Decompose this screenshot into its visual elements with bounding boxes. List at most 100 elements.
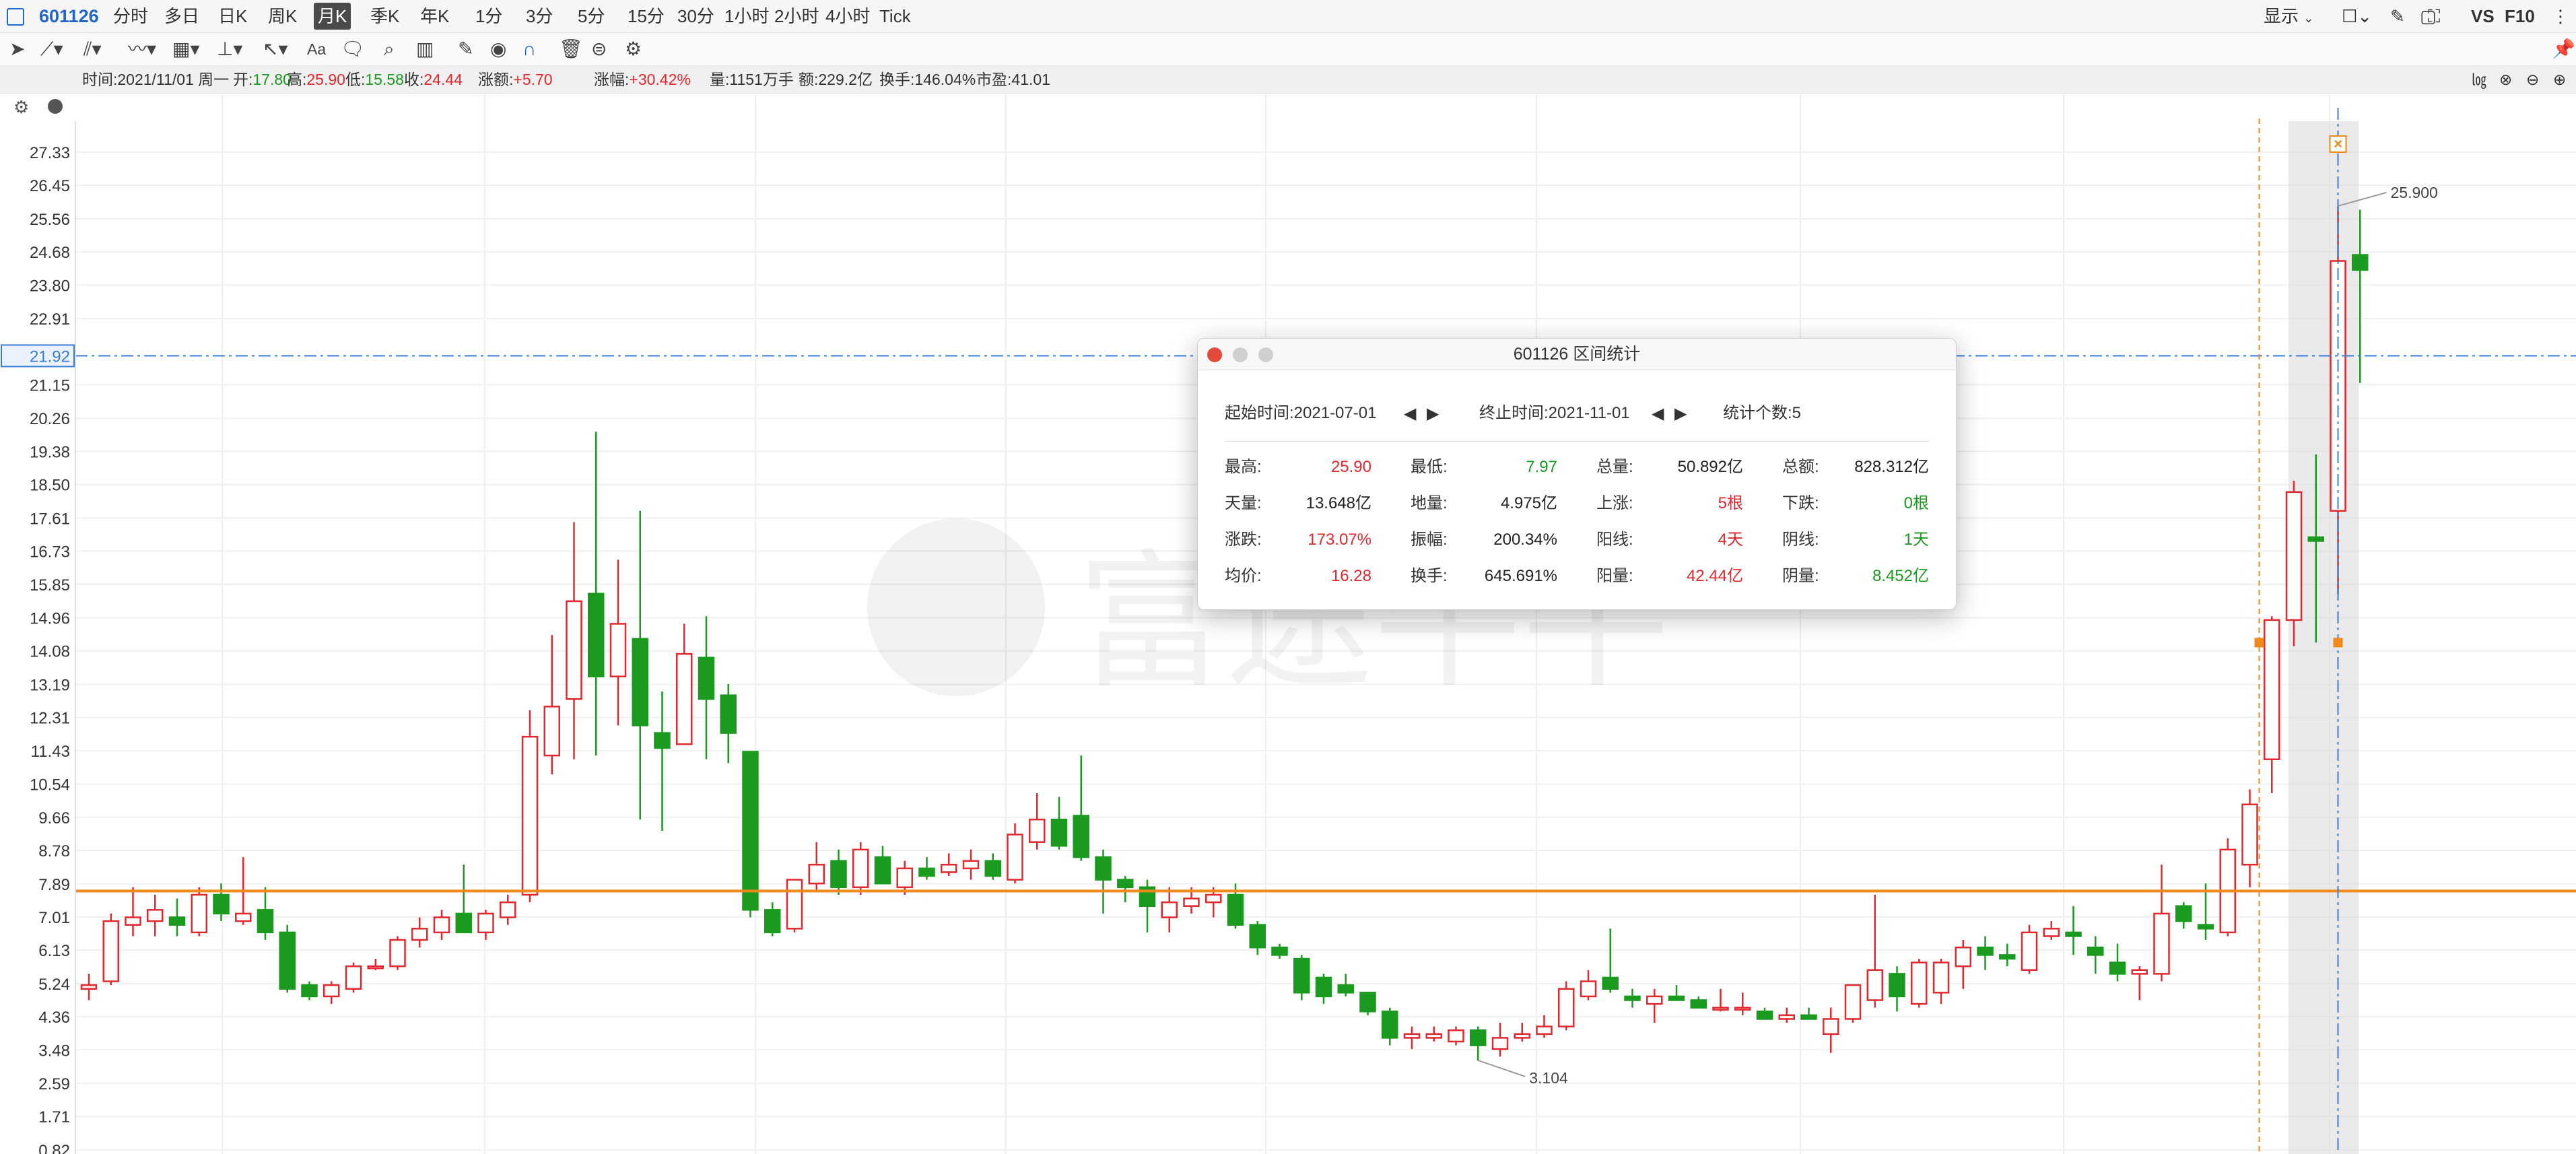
- period-tab-3[interactable]: 周K: [268, 6, 298, 26]
- candle-body[interactable]: [1844, 984, 1862, 1020]
- period-tab-15[interactable]: Tick: [879, 6, 911, 26]
- candle-body[interactable]: [1602, 976, 1619, 990]
- candle-body[interactable]: [874, 856, 891, 885]
- brush-icon[interactable]: ✎: [458, 38, 474, 59]
- candle-body[interactable]: [764, 909, 781, 934]
- collapse-circle-icon[interactable]: [48, 99, 63, 114]
- trash-icon[interactable]: 🗑: [559, 38, 583, 59]
- candle-body[interactable]: [1712, 1007, 1729, 1011]
- candle-body[interactable]: [1800, 1014, 1817, 1020]
- candle-body[interactable]: [102, 920, 119, 982]
- period-tab-8[interactable]: 3分: [526, 6, 553, 26]
- start-next-icon[interactable]: ▶: [1427, 405, 1439, 423]
- candle-body[interactable]: [984, 860, 1001, 877]
- range-close-icon[interactable]: ×: [2329, 135, 2347, 153]
- candle-body[interactable]: [543, 706, 560, 757]
- end-next-icon[interactable]: ▶: [1674, 405, 1687, 423]
- candle-body[interactable]: [2087, 946, 2104, 956]
- candle-body[interactable]: [1955, 946, 1971, 968]
- candle-body[interactable]: [411, 928, 428, 941]
- text-tool-icon[interactable]: Aa: [307, 40, 327, 58]
- candle-body[interactable]: [1029, 818, 1046, 843]
- vs-button[interactable]: VS: [2471, 6, 2495, 26]
- layout-icon[interactable]: ☐⌄: [2342, 6, 2373, 26]
- candle-body[interactable]: [2175, 905, 2192, 922]
- zoom-button[interactable]: [1258, 347, 1273, 362]
- candle-body[interactable]: [2241, 803, 2258, 866]
- candle-body[interactable]: [852, 848, 869, 889]
- chart-tool-icon[interactable]: ▥: [416, 38, 434, 59]
- candle-body[interactable]: [2307, 536, 2324, 542]
- more-icon[interactable]: ⋮: [2552, 6, 2569, 26]
- candle-body[interactable]: [2131, 969, 2148, 975]
- candle-body[interactable]: [1403, 1033, 1421, 1039]
- candle-body[interactable]: [1117, 879, 1134, 889]
- line-tool-icon[interactable]: ⟋▾: [40, 38, 63, 59]
- candle-body[interactable]: [1932, 961, 1950, 994]
- candle-body[interactable]: [1315, 976, 1332, 998]
- candle-body[interactable]: [1911, 961, 1928, 1005]
- candle-body[interactable]: [1271, 946, 1288, 956]
- candle-body[interactable]: [1095, 856, 1112, 881]
- candle-body[interactable]: [2109, 961, 2126, 975]
- candle-body[interactable]: [125, 916, 141, 926]
- candle-body[interactable]: [896, 867, 913, 889]
- end-prev-icon[interactable]: ◀: [1652, 405, 1664, 423]
- search-icon[interactable]: ⌕: [384, 38, 395, 59]
- candle-body[interactable]: [433, 916, 450, 934]
- stock-code[interactable]: 601126: [39, 6, 99, 26]
- period-tab-6[interactable]: 年K: [420, 6, 450, 26]
- candle-body[interactable]: [566, 600, 582, 700]
- minimize-button[interactable]: [1233, 347, 1248, 362]
- candle-body[interactable]: [1293, 957, 1310, 994]
- cursor-icon[interactable]: ➤: [9, 38, 26, 59]
- candle-body[interactable]: [389, 939, 406, 968]
- period-tab-2[interactable]: 日K: [218, 6, 248, 26]
- start-prev-icon[interactable]: ◀: [1404, 405, 1417, 423]
- wave-tool-icon[interactable]: 〰▾: [128, 38, 157, 59]
- candle-body[interactable]: [1756, 1011, 1773, 1020]
- period-tab-9[interactable]: 5分: [578, 6, 605, 26]
- sync-icon[interactable]: ⊜: [591, 38, 607, 59]
- candle-body[interactable]: [2352, 254, 2369, 271]
- candle-body[interactable]: [213, 893, 230, 915]
- selection-range[interactable]: [2289, 121, 2359, 1154]
- plus-circle-icon[interactable]: ⊕: [2553, 71, 2567, 88]
- eye-icon[interactable]: ◉: [490, 38, 507, 59]
- candle-body[interactable]: [1470, 1029, 1487, 1046]
- candle-body[interactable]: [1690, 999, 1707, 1009]
- candle-body[interactable]: [941, 864, 957, 873]
- candle-body[interactable]: [588, 592, 605, 677]
- candle-body[interactable]: [477, 912, 494, 934]
- period-tab-7[interactable]: 1分: [475, 6, 503, 26]
- candle-body[interactable]: [698, 656, 715, 700]
- candle-body[interactable]: [1007, 834, 1023, 881]
- candle-body[interactable]: [1337, 984, 1354, 994]
- expand-icon[interactable]: ⛶: [2428, 6, 2441, 26]
- candle-body[interactable]: [345, 965, 362, 990]
- period-tab-12[interactable]: 1小时: [724, 6, 770, 26]
- period-tab-11[interactable]: 30分: [677, 6, 714, 26]
- candle-body[interactable]: [1668, 995, 1685, 1001]
- candle-body[interactable]: [2264, 619, 2280, 760]
- candle-body[interactable]: [1359, 992, 1376, 1013]
- comment-icon[interactable]: 🗨: [341, 38, 365, 59]
- candle-body[interactable]: [1646, 995, 1663, 1005]
- minus-circle-icon[interactable]: ⊖: [2526, 71, 2540, 88]
- candle-body[interactable]: [676, 652, 693, 745]
- period-tab-10[interactable]: 15分: [628, 6, 665, 26]
- candle-body[interactable]: [1778, 1014, 1795, 1020]
- pen-icon[interactable]: ✎: [2390, 6, 2405, 26]
- candle-body[interactable]: [2043, 928, 2060, 937]
- indicator-icon[interactable]: ㏒: [2471, 71, 2486, 88]
- measure-tool-icon[interactable]: ⊥▾: [217, 38, 243, 59]
- gear-icon[interactable]: ⚙: [625, 38, 642, 59]
- candle-body[interactable]: [2021, 931, 2038, 972]
- candle-body[interactable]: [1161, 901, 1178, 918]
- candle-body[interactable]: [918, 867, 935, 877]
- candle-body[interactable]: [500, 901, 516, 918]
- candle-body[interactable]: [1889, 973, 1905, 998]
- close-button[interactable]: [1207, 347, 1222, 362]
- candle-body[interactable]: [1050, 818, 1068, 847]
- candle-body[interactable]: [609, 623, 627, 677]
